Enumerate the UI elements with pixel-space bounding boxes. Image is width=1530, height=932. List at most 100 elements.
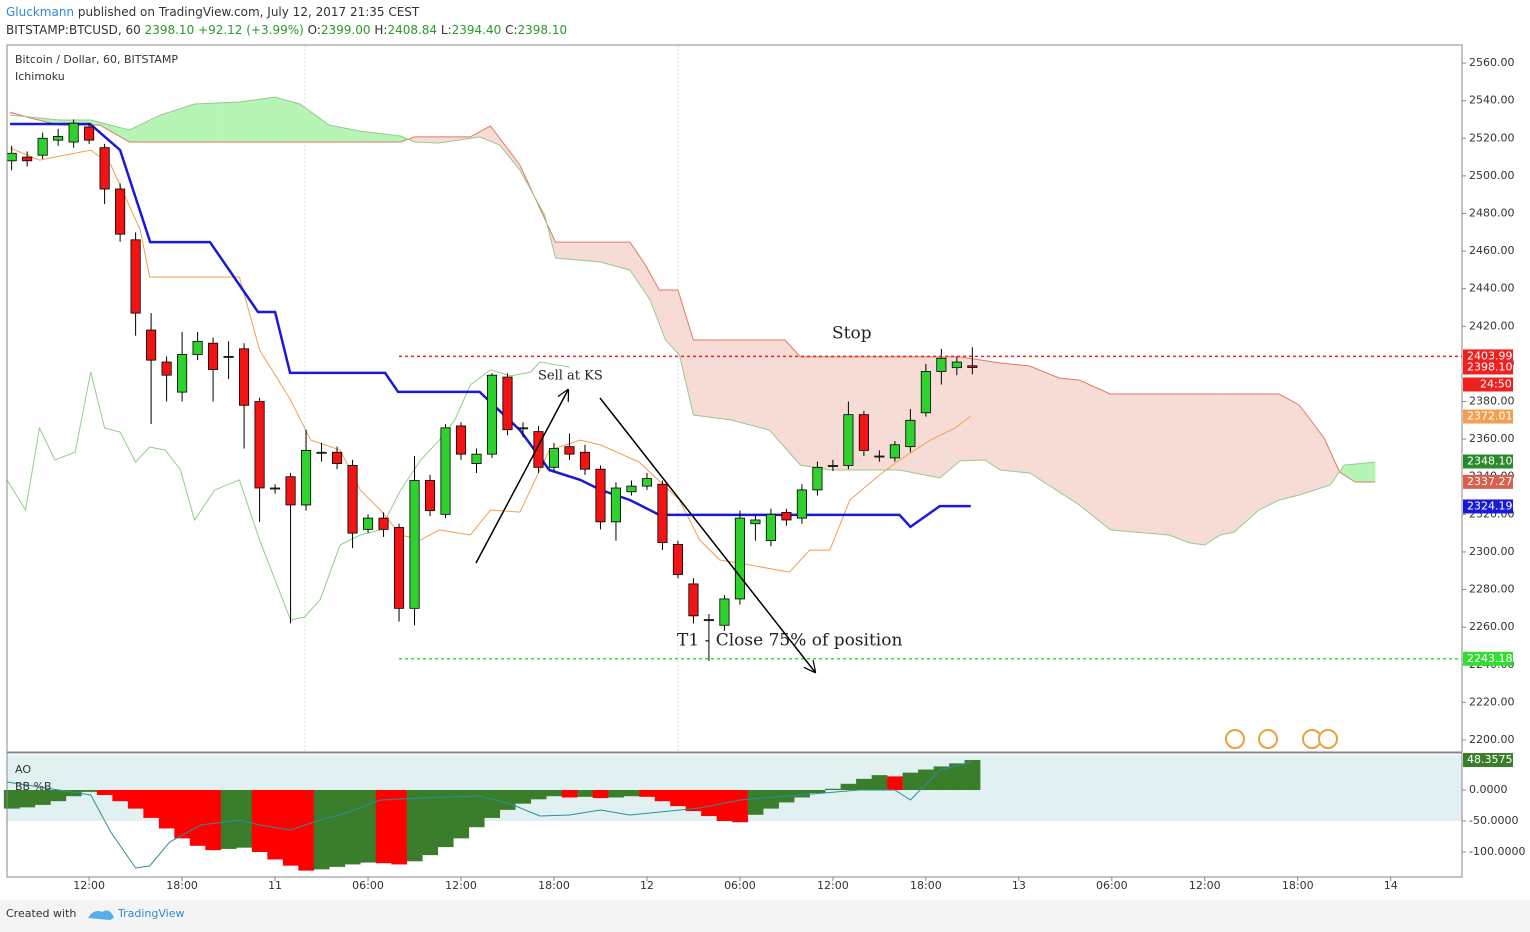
quote-line: BITSTAMP:BTCUSD, 60 2398.10 +92.12 (+3.9… <box>6 23 567 37</box>
y-tick-label: 2460.00 <box>1469 244 1515 257</box>
flag[interactable] <box>1225 729 1245 749</box>
y-tick-label: 2480.00 <box>1469 206 1515 219</box>
ao-bar <box>158 790 175 829</box>
candle-body <box>223 355 234 358</box>
ao-bar <box>964 760 981 791</box>
candle-body <box>37 137 48 156</box>
y-tick-label: 2260.00 <box>1469 620 1515 633</box>
candle-body <box>486 374 498 455</box>
candle-body <box>130 239 141 314</box>
ao-bar <box>716 790 733 822</box>
y-tick-label: -50.0000 <box>1469 814 1518 827</box>
x-tick-label: 14 <box>1384 879 1398 892</box>
ao-bar <box>902 772 919 791</box>
y-tick-label: 2420.00 <box>1469 319 1515 332</box>
flag[interactable] <box>1258 729 1278 749</box>
y-tick-label: 2380.00 <box>1469 395 1515 408</box>
y-tick-label: 2560.00 <box>1469 56 1515 69</box>
candle-body <box>936 357 947 372</box>
logo <box>88 910 114 920</box>
price-label: 2337.27 <box>1467 475 1513 488</box>
price-label-bg <box>1463 474 1513 489</box>
y-tick-label: 2360.00 <box>1469 432 1515 445</box>
change: +92.12 (+3.99%) <box>198 23 304 37</box>
candle-body <box>270 487 281 490</box>
candle-body <box>781 512 792 521</box>
candle-body <box>285 476 296 506</box>
author[interactable]: Gluckmann <box>6 5 74 19</box>
candle-body <box>378 517 389 530</box>
x-tick-label: 12:00 <box>445 879 477 892</box>
candle-body <box>177 354 188 393</box>
ao-bar <box>251 790 268 853</box>
candle-body <box>595 468 606 523</box>
candle-body <box>796 489 807 519</box>
y-tick-label: 2280.00 <box>1469 583 1515 596</box>
ao-bar <box>360 790 377 863</box>
price-label: 2243.18 <box>1467 652 1513 665</box>
candle-body <box>316 451 327 454</box>
candle-body <box>424 480 436 511</box>
candle-body <box>688 583 699 617</box>
candle-body <box>161 361 172 376</box>
ao-bar <box>530 790 547 800</box>
c-label: C: <box>505 23 517 37</box>
ao-bar <box>437 790 454 848</box>
ao-bar <box>639 790 655 797</box>
price-label: 2398.10 <box>1467 360 1513 373</box>
ao-bar <box>174 790 191 839</box>
candle-body <box>254 401 265 489</box>
y-tick-label: 2220.00 <box>1469 695 1515 708</box>
flag[interactable] <box>1318 729 1338 749</box>
ao-value-label: 48.3575 <box>1467 753 1513 766</box>
o-label: O: <box>308 23 321 37</box>
candle-body <box>765 513 776 542</box>
price-label-bg <box>1463 454 1513 469</box>
candle-body <box>750 519 761 525</box>
candle-body <box>301 449 312 506</box>
ao-bar <box>577 790 594 797</box>
x-tick-label: 18:00 <box>1282 879 1314 892</box>
footer-brand[interactable]: TradingView <box>117 907 184 920</box>
arrow <box>599 397 815 672</box>
candle-body <box>84 126 95 141</box>
legend-indicator: Ichimoku <box>15 70 65 83</box>
ao-bar <box>127 790 144 809</box>
candle-body <box>239 348 250 406</box>
price-label: 2403.99 <box>1467 349 1513 362</box>
event-flags[interactable] <box>1225 729 1338 749</box>
ao-bar <box>282 790 299 866</box>
candle-body <box>626 485 637 493</box>
ao-bar <box>747 790 764 815</box>
candle-body <box>502 376 513 431</box>
ao-bar <box>763 790 779 809</box>
ao-value-bg <box>1463 753 1513 768</box>
candle-body <box>517 427 529 430</box>
candle-body <box>409 480 420 609</box>
ao-bar <box>794 790 810 798</box>
y-tick-label: 2300.00 <box>1469 545 1515 558</box>
ao-bar <box>918 769 934 791</box>
price-label-bg <box>1463 349 1513 364</box>
annotation-stop: Stop <box>832 324 872 344</box>
candle-body <box>641 478 653 487</box>
ao-bar <box>375 790 392 864</box>
o-value: 2399.00 <box>321 23 371 37</box>
ao-bar <box>701 790 717 817</box>
ao-bar <box>50 790 67 802</box>
candle-body <box>533 431 544 468</box>
indicator-line <box>10 122 971 529</box>
x-tick-label: 11 <box>268 879 282 892</box>
ao-bar <box>654 790 671 802</box>
x-tick-label: 18:00 <box>166 879 198 892</box>
ao-bar <box>499 790 516 810</box>
timer-bg <box>1463 377 1513 392</box>
candle-body <box>208 342 219 370</box>
price-label-bg <box>1463 360 1513 375</box>
candle-body <box>68 122 79 143</box>
candle-body <box>548 448 560 468</box>
price-label: 2348.10 <box>1467 454 1513 467</box>
ao-bar <box>623 790 640 797</box>
published: published on TradingView.com, July 12, 2… <box>78 5 420 19</box>
